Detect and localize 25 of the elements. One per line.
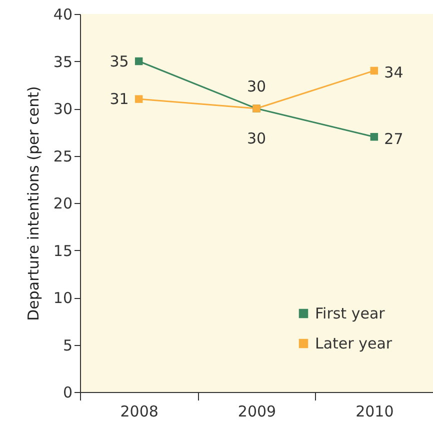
point: [134, 95, 143, 103]
data-label: 34: [384, 64, 404, 82]
y-tick-label: 40: [53, 6, 72, 24]
y-tick-label: 30: [53, 100, 72, 118]
data-label: 31: [110, 90, 129, 108]
y-tick-label: 10: [53, 289, 72, 307]
data-label: 30: [246, 130, 266, 148]
y-tick-label: 25: [53, 147, 72, 166]
y-tick-label: 0: [62, 384, 72, 402]
y-tick-label: 15: [53, 242, 72, 260]
legend-label: First year: [315, 304, 386, 322]
data-label: 30: [246, 78, 266, 96]
y-tick-label: 20: [53, 194, 72, 212]
x-tick-label: 2008: [120, 402, 158, 420]
data-label: 35: [110, 52, 129, 70]
x-tick-label: 2010: [356, 402, 394, 420]
data-label: 27: [384, 130, 404, 148]
y-tick-label: 35: [53, 52, 72, 71]
x-tick-label: 2009: [238, 402, 276, 420]
point: [134, 57, 143, 66]
y-axis-title: Departure intentions (per cent): [24, 86, 42, 321]
y-tick-label: 5: [62, 336, 72, 354]
legend-label: Later year: [315, 334, 393, 352]
point: [370, 132, 378, 141]
point: [370, 66, 378, 75]
